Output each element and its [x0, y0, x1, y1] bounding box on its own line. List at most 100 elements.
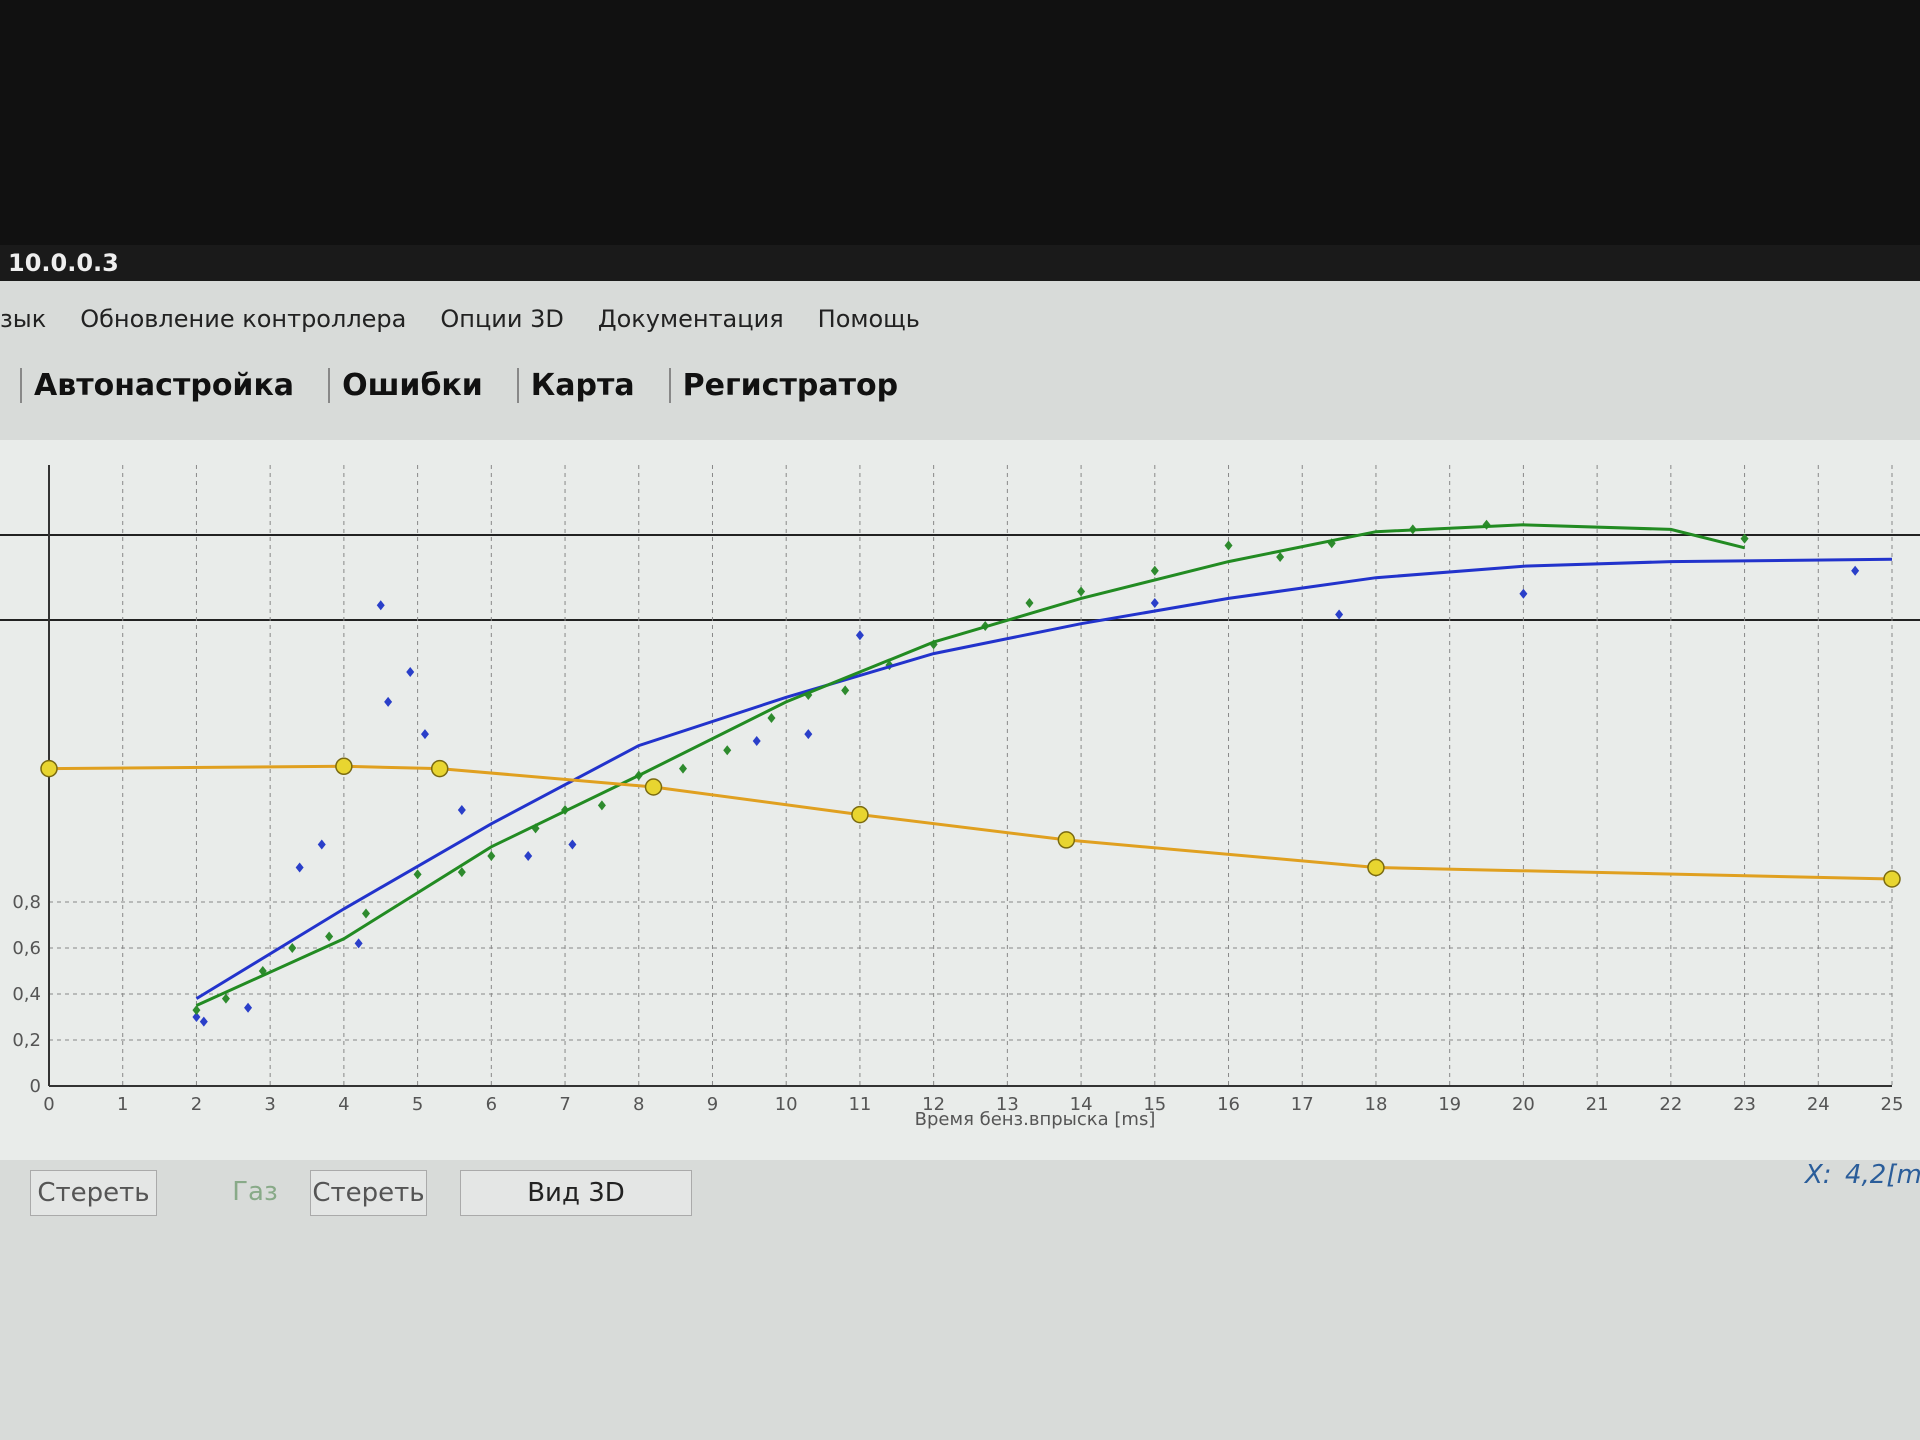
- menu-item[interactable]: Обновление контроллера: [80, 305, 407, 333]
- tab[interactable]: Карта: [516, 367, 647, 403]
- scatter-point: [406, 667, 415, 677]
- scatter-point: [767, 713, 776, 723]
- menu-item[interactable]: зык: [0, 305, 47, 333]
- x-tick-label: 18: [1365, 1094, 1388, 1115]
- scatter-point: [1335, 609, 1344, 620]
- point-marker: [1057, 831, 1076, 849]
- scatter-point: [1025, 598, 1034, 608]
- x-tick-label: 17: [1291, 1094, 1314, 1115]
- x-tick-label: 12: [922, 1094, 945, 1115]
- x-tick-label: 22: [1659, 1094, 1682, 1115]
- x-tick-label: 10: [775, 1094, 798, 1115]
- x-tick-label: 9: [707, 1094, 718, 1115]
- scatter-point: [288, 943, 297, 953]
- button[interactable]: Газ: [232, 1177, 278, 1207]
- scatter-point: [524, 851, 533, 861]
- scatter-point: [192, 1005, 201, 1016]
- y-tick-label: 0,2: [12, 1030, 41, 1051]
- x-tick-label: 14: [1070, 1094, 1093, 1115]
- scatter-point: [487, 851, 496, 861]
- y-tick-label: 0: [30, 1076, 41, 1097]
- scatter-point: [597, 800, 606, 811]
- scatter-point: [804, 729, 813, 740]
- scatter-point: [295, 862, 304, 873]
- series-line: [195, 557, 1893, 1000]
- scatter-point: [244, 1002, 253, 1013]
- scatter-point: [678, 763, 687, 774]
- y-tick-label: 0,8: [12, 892, 41, 913]
- button[interactable]: Стереть: [30, 1170, 157, 1216]
- x-tick-label: 1: [117, 1094, 128, 1115]
- tab[interactable]: Автонастройка: [20, 367, 306, 403]
- scatter-point: [855, 630, 864, 641]
- scatter-point: [325, 931, 334, 942]
- scatter-point: [376, 600, 385, 611]
- point-marker: [851, 805, 869, 824]
- x-tick-label: 24: [1807, 1094, 1830, 1115]
- point-marker: [644, 778, 663, 796]
- x-tick-label: 0: [43, 1094, 54, 1115]
- menu-item[interactable]: Опции 3D: [440, 305, 564, 333]
- tab[interactable]: Ошибки: [328, 367, 495, 403]
- scatter-point: [1851, 565, 1860, 576]
- cursor-value: 4,2[ms: [1845, 1160, 1920, 1190]
- x-tick-label: 21: [1586, 1094, 1609, 1115]
- scatter-point: [457, 805, 466, 815]
- scatter-point: [1276, 552, 1285, 562]
- scatter-point: [354, 938, 363, 949]
- button[interactable]: Вид 3D: [460, 1170, 692, 1216]
- y-tick-label: 0,6: [12, 938, 41, 959]
- point-marker: [335, 757, 353, 776]
- tab[interactable]: Регистратор: [668, 367, 910, 403]
- x-tick-label: 7: [559, 1094, 570, 1115]
- x-tick-label: 4: [338, 1094, 349, 1115]
- scatter-point: [1740, 533, 1749, 544]
- button[interactable]: Стереть: [310, 1170, 427, 1216]
- scatter-point: [413, 869, 422, 880]
- x-tick-label: 8: [633, 1094, 644, 1115]
- cursor-label: X:: [1805, 1160, 1832, 1190]
- x-tick-label: 19: [1438, 1094, 1461, 1115]
- scatter-point: [841, 685, 850, 696]
- point-marker: [1367, 858, 1385, 877]
- x-tick-label: 20: [1512, 1094, 1535, 1115]
- scatter-point: [221, 993, 230, 1004]
- x-tick-label: 11: [848, 1094, 871, 1115]
- scatter-point: [723, 745, 732, 756]
- scatter-point: [568, 839, 577, 850]
- scatter-point: [192, 1012, 201, 1022]
- scatter-point: [457, 867, 466, 878]
- point-marker: [1883, 870, 1901, 888]
- scatter-point: [1077, 586, 1086, 597]
- point-marker: [40, 759, 58, 778]
- y-tick-label: 0,4: [12, 984, 41, 1005]
- scatter-point: [752, 736, 761, 746]
- x-tick-label: 5: [412, 1094, 423, 1115]
- point-marker: [430, 759, 449, 778]
- footer-bar: Стереть Газ Стереть Вид 3D X: 4,2[ms: [0, 1160, 1920, 1230]
- chart-background: [0, 440, 1920, 1160]
- scatter-point: [1150, 565, 1159, 576]
- x-tick-label: 23: [1733, 1094, 1756, 1115]
- menu-item[interactable]: Помощь: [817, 305, 920, 333]
- x-tick-label: 16: [1217, 1094, 1240, 1115]
- menu-bar: зык Обновление контроллера Опции 3D Доку…: [0, 297, 920, 341]
- scatter-point: [384, 696, 393, 707]
- scatter-point: [361, 908, 370, 919]
- scatter-point: [1224, 540, 1233, 551]
- tab-bar: Автонастройка Ошибки Карта Регистратор: [20, 350, 910, 420]
- series-line: [48, 764, 1893, 881]
- scatter-point: [199, 1016, 208, 1027]
- x-tick-label: 13: [996, 1094, 1019, 1115]
- scatter-point: [1150, 598, 1159, 608]
- x-tick-label: 2: [191, 1094, 202, 1115]
- menu-item[interactable]: Документация: [597, 305, 784, 333]
- x-tick-label: 6: [486, 1094, 497, 1115]
- x-tick-label: 15: [1143, 1094, 1166, 1115]
- title-bar: 10.0.0.3: [0, 245, 1920, 281]
- x-axis-label: Время бенз.впрыска [ms]: [915, 1109, 1156, 1130]
- scatter-point: [1519, 588, 1528, 599]
- chart: Время бенз.впрыска [ms] 0 1 2 3 4 5 6 7 8 9 10 11 12…: [0, 440, 1920, 1160]
- series-line: [195, 523, 1745, 1007]
- x-tick-label: 3: [264, 1094, 275, 1115]
